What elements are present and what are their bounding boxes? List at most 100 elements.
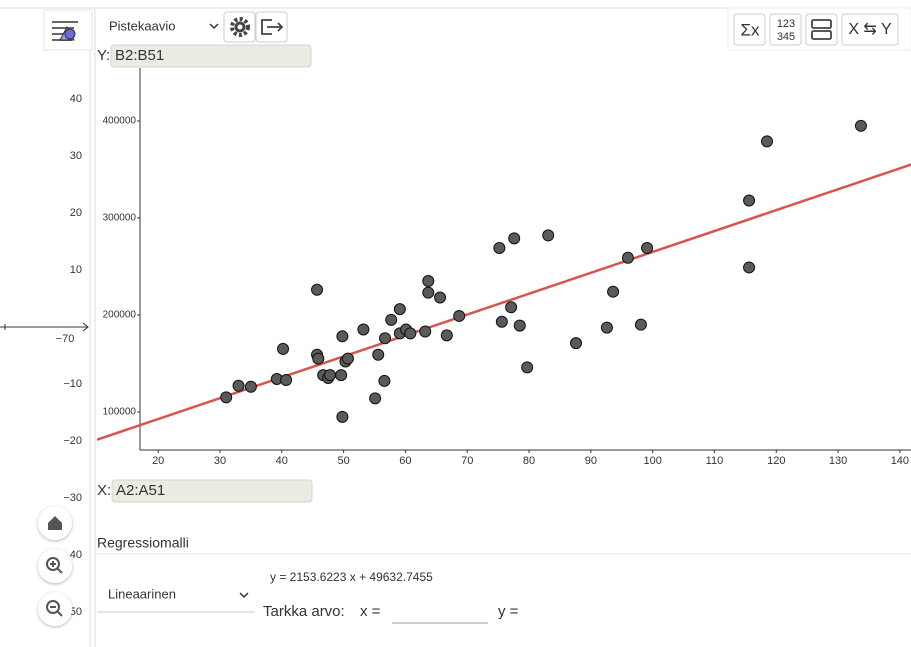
x-tick-label: 110 — [706, 455, 724, 467]
x-tick-label: 30 — [214, 455, 226, 467]
input-label: X: — [97, 482, 111, 499]
point — [422, 275, 435, 288]
y-tick-label: 400000 — [103, 116, 137, 127]
x-tick-label: 80 — [523, 455, 535, 467]
point — [607, 285, 620, 298]
point — [743, 194, 756, 207]
point — [600, 321, 613, 334]
plot: 20 30 40 50 60 70 80 90 100 110 120 130 140 100000 200… — [97, 68, 911, 467]
point — [760, 135, 773, 148]
x-tick-label: −70 — [56, 333, 75, 345]
x-tick-label: 70 — [461, 455, 473, 467]
point — [324, 369, 337, 382]
point — [434, 291, 447, 304]
menu-icon-shape — [64, 28, 76, 40]
point — [379, 332, 392, 345]
y-tick-label: 10 — [70, 264, 82, 276]
x-input[interactable] — [111, 479, 313, 503]
point — [232, 379, 245, 392]
button-text: 123 — [777, 18, 795, 30]
trend-line — [97, 163, 911, 441]
point — [542, 229, 555, 242]
y-tick-label: 40 — [70, 93, 82, 105]
layout-button[interactable] — [805, 13, 838, 46]
model-select[interactable] — [100, 580, 255, 610]
point — [422, 286, 435, 299]
view-select-text: Pistekaavio — [109, 18, 175, 33]
point — [244, 380, 257, 393]
y-tick-label: 50 — [70, 606, 82, 618]
point — [508, 232, 521, 245]
exact-label: Tarkka arvo: — [263, 603, 345, 620]
point — [505, 301, 518, 314]
y-tick-label: 300000 — [103, 213, 137, 224]
x-tick-label: 100 — [643, 455, 661, 467]
x-tick-label: 130 — [829, 455, 847, 467]
regression-equation: y = 2153.6223 x + 49632.7455 — [270, 570, 433, 584]
point — [220, 391, 233, 404]
gear-icon — [230, 17, 250, 37]
point — [641, 242, 654, 255]
x-tick-label: 20 — [152, 455, 164, 467]
y-tick-label: −20 — [63, 435, 82, 447]
point — [440, 329, 453, 342]
zoom-in-icon — [46, 557, 60, 571]
stats-button[interactable] — [733, 13, 766, 46]
x-tick-label: 140 — [891, 455, 909, 467]
point — [385, 313, 398, 326]
x-label: x = — [360, 603, 381, 620]
x-tick-label: 90 — [585, 455, 597, 467]
button-text: Σx — [740, 20, 760, 39]
y-tick-label: 100000 — [103, 407, 137, 418]
point — [277, 342, 290, 355]
dropdown-arrow — [209, 23, 219, 30]
point — [404, 327, 417, 340]
zoom-out-icon — [46, 600, 60, 614]
zoom-out-button[interactable] — [38, 592, 72, 626]
point — [513, 319, 526, 332]
y-tick-label: 200000 — [103, 310, 137, 321]
point — [495, 315, 508, 328]
x-tick-label: 120 — [767, 455, 785, 467]
point — [378, 374, 391, 387]
input-label: Y: — [97, 47, 110, 64]
point — [280, 373, 293, 386]
regression-heading: Regressiomalli — [97, 535, 189, 551]
point — [369, 392, 382, 405]
x-tick-label: 50 — [337, 455, 349, 467]
point — [621, 251, 634, 264]
y-label: y = — [498, 603, 519, 620]
point — [341, 352, 354, 365]
view-select[interactable] — [100, 13, 222, 41]
y-input[interactable] — [110, 44, 312, 68]
point — [634, 318, 647, 331]
axis-arrow — [82, 322, 89, 332]
zoom-in-icon — [50, 561, 63, 574]
point — [419, 325, 432, 338]
home-icon — [48, 516, 62, 530]
export-icon — [261, 19, 284, 35]
point — [336, 330, 349, 343]
button-text: X ⇆ Y — [848, 21, 892, 38]
layout-icon — [811, 30, 832, 40]
zoom-out-icon — [50, 606, 63, 617]
input-value: B2:B51 — [115, 47, 164, 64]
y-tick-label: 40 — [70, 549, 82, 561]
point — [393, 303, 406, 316]
zoom-in-button[interactable] — [38, 549, 72, 583]
point — [312, 352, 325, 365]
point — [743, 261, 756, 274]
point — [311, 283, 324, 296]
point — [453, 309, 466, 322]
y-tick-label: 30 — [70, 150, 82, 162]
y-tick-label: −10 — [63, 378, 82, 390]
data-button[interactable] — [769, 13, 802, 46]
point — [335, 369, 348, 382]
point — [357, 323, 370, 336]
x-tick-label: 60 — [399, 455, 411, 467]
y-tick-label: −30 — [63, 492, 82, 504]
swap-button[interactable] — [841, 13, 899, 46]
x-tick-label: 40 — [276, 455, 288, 467]
point — [854, 119, 867, 132]
